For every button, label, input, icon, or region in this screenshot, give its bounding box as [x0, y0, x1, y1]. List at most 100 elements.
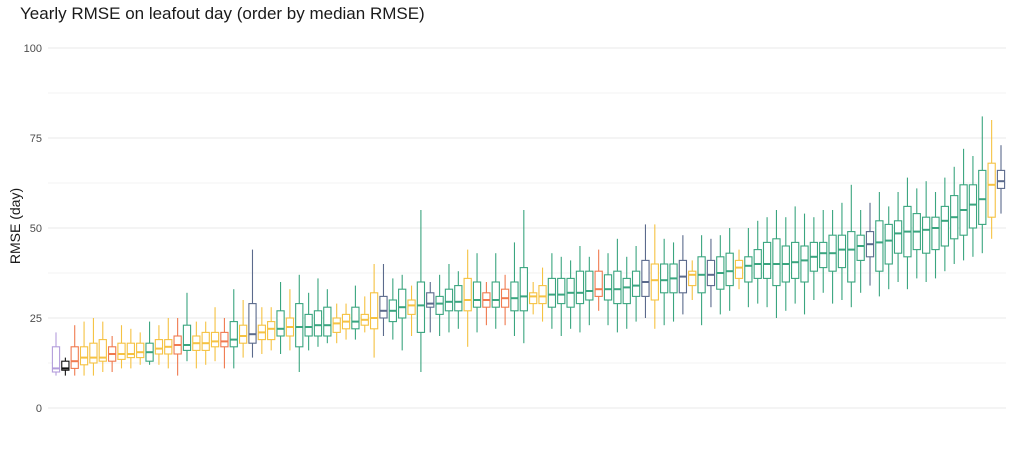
box-65	[650, 224, 659, 329]
iqr-box	[538, 285, 547, 305]
box-88	[865, 202, 875, 286]
box-100	[978, 116, 987, 254]
box-62	[622, 256, 631, 329]
iqr-box	[921, 216, 931, 254]
box-36	[379, 264, 388, 336]
box-47	[482, 282, 491, 326]
y-tick-label: 0	[36, 403, 42, 415]
iqr-box	[762, 241, 772, 279]
box-38	[398, 274, 407, 351]
y-tick-label: 25	[30, 313, 42, 325]
iqr-box	[304, 313, 313, 337]
box-97	[950, 166, 959, 264]
iqr-box	[650, 263, 659, 301]
box-3	[70, 325, 79, 376]
iqr-box	[426, 292, 435, 308]
box-42	[435, 274, 444, 336]
box-85	[837, 202, 847, 300]
box-6	[98, 321, 107, 372]
iqr-box	[463, 277, 472, 312]
iqr-box	[472, 281, 482, 308]
box-77	[762, 217, 772, 308]
box-93	[912, 188, 921, 279]
iqr-box	[267, 321, 276, 341]
box-79	[781, 217, 790, 311]
box-34	[360, 296, 369, 333]
iqr-box	[398, 288, 407, 319]
iqr-box	[660, 263, 669, 294]
iqr-box	[987, 162, 996, 218]
box-92	[903, 177, 912, 290]
iqr-box	[154, 339, 164, 355]
y-axis-ticks: 0 25 50 75 100	[24, 43, 42, 415]
box-72	[716, 235, 725, 315]
box-96	[940, 177, 950, 272]
iqr-box	[725, 252, 734, 287]
iqr-box	[631, 270, 641, 297]
box-19	[220, 318, 229, 369]
iqr-box	[136, 342, 145, 359]
iqr-box	[706, 259, 716, 287]
box-32	[341, 303, 351, 340]
box-22	[248, 249, 257, 358]
box-30	[323, 289, 332, 344]
iqr-box	[201, 331, 210, 351]
box-8	[117, 325, 126, 369]
iqr-box	[884, 223, 893, 265]
box-24	[267, 307, 276, 351]
box-14	[173, 318, 182, 376]
box-52	[529, 282, 538, 315]
box-33	[351, 285, 360, 340]
iqr-box	[800, 245, 809, 283]
iqr-box	[996, 169, 1006, 189]
iqr-box	[519, 267, 528, 312]
iqr-box	[351, 306, 360, 330]
box-98	[959, 148, 968, 261]
iqr-box	[444, 288, 454, 312]
iqr-box	[856, 234, 865, 261]
box-90	[884, 206, 893, 290]
y-tick-label: 75	[30, 133, 42, 145]
box-39	[407, 285, 416, 336]
iqr-box	[837, 234, 847, 269]
box-59	[594, 249, 603, 311]
iqr-box	[379, 295, 388, 319]
iqr-box	[79, 346, 89, 366]
iqr-box	[229, 321, 238, 348]
box-37	[388, 278, 397, 340]
box-4	[79, 321, 89, 376]
box-102	[996, 145, 1006, 214]
iqr-box	[557, 277, 566, 305]
iqr-box	[875, 220, 884, 272]
box-95	[931, 192, 940, 279]
iqr-box	[70, 346, 79, 369]
box-67	[669, 242, 678, 322]
iqr-box	[603, 274, 613, 301]
y-tick-label: 100	[24, 43, 42, 55]
box-13	[164, 318, 173, 369]
box-84	[828, 210, 837, 304]
box-50	[510, 242, 519, 336]
box-15	[182, 292, 192, 362]
box-17	[201, 321, 210, 365]
box-43	[444, 264, 454, 333]
iqr-box	[220, 331, 229, 348]
iqr-box	[276, 310, 285, 337]
iqr-box	[613, 270, 622, 305]
box-83	[819, 210, 828, 293]
box-23	[257, 307, 266, 354]
iqr-box	[117, 342, 126, 360]
box-94	[921, 181, 931, 282]
box-58	[585, 256, 594, 326]
box-26	[285, 289, 295, 351]
iqr-box	[734, 259, 744, 279]
iqr-box	[98, 339, 107, 362]
box-71	[706, 238, 716, 308]
box-73	[725, 228, 734, 311]
iqr-box	[622, 277, 631, 305]
box-46	[472, 253, 482, 333]
box-31	[332, 303, 341, 344]
box-9	[126, 328, 136, 369]
box-20	[229, 289, 238, 369]
box-78	[772, 210, 781, 318]
